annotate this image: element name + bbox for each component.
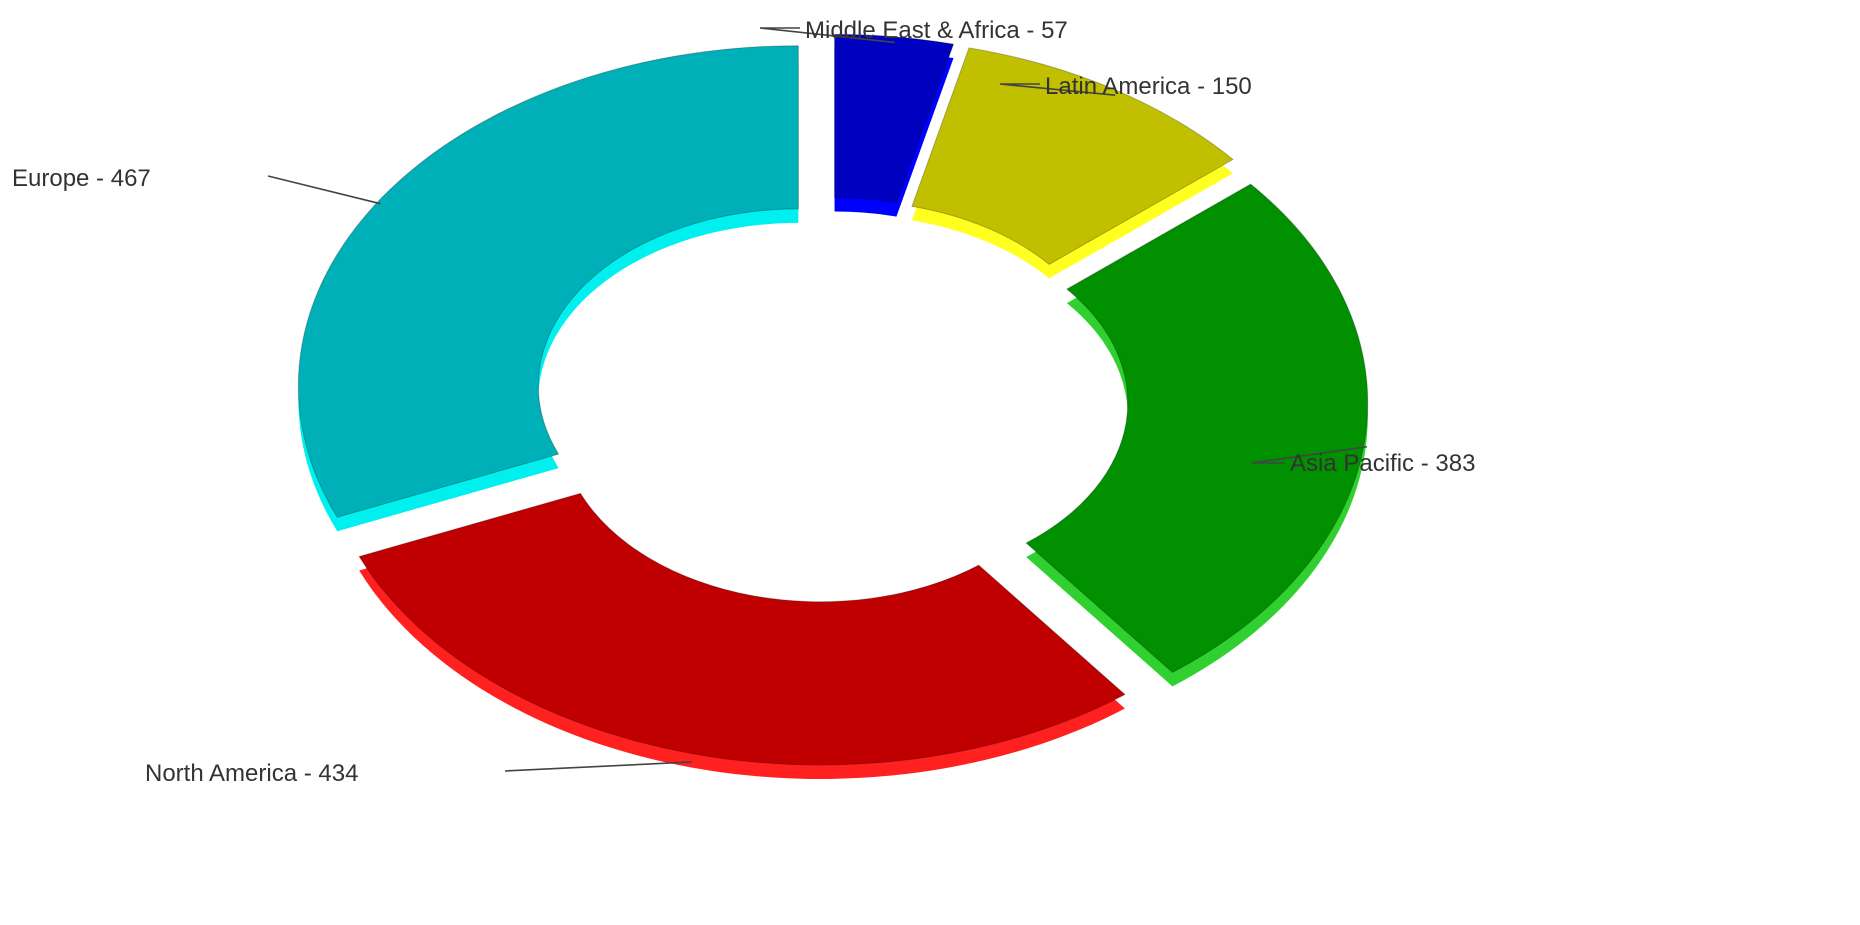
slice-top-europe [297, 45, 799, 518]
chart-labels: Middle East & Africa - 57 Latin America -… [12, 17, 1475, 787]
chart-slices [297, 33, 1369, 779]
slice-top-asia-pacific [1025, 183, 1369, 673]
slice-label-europe: Europe - 467 [12, 165, 151, 192]
slice-middle-east-africa [834, 33, 955, 217]
slice-latin-america [911, 47, 1234, 279]
leader-line-asia-pacific [1251, 445, 1367, 464]
leader-line-middle-east-africa [759, 27, 895, 44]
slice-label-north-america: North America - 434 [145, 760, 358, 787]
slice-asia-pacific [1025, 183, 1369, 687]
slice-label-asia-pacific: Asia Pacific - 383 [1290, 450, 1475, 477]
slice-label-middle-east-africa: Middle East & Africa - 57 [805, 17, 1068, 44]
slice-top-latin-america [911, 47, 1234, 265]
slice-top-north-america [358, 492, 1126, 766]
leader-line-europe [267, 175, 381, 205]
slice-label-latin-america: Latin America - 150 [1045, 73, 1252, 100]
leader-line-north-america [504, 761, 692, 772]
slice-europe [297, 45, 799, 532]
slice-top-middle-east-africa [834, 33, 955, 204]
slice-north-america [358, 492, 1126, 779]
leader-line-latin-america [999, 83, 1116, 96]
